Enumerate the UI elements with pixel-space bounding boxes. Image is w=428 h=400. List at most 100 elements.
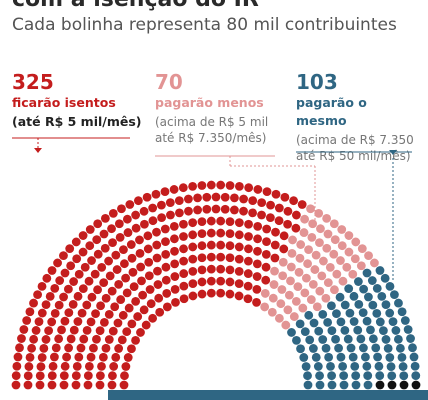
seat-dot	[111, 250, 121, 260]
seat-dot	[108, 326, 118, 336]
seat-dot	[387, 380, 397, 390]
seat-dot	[329, 249, 339, 259]
seat-dot	[262, 187, 272, 197]
seat-dot	[351, 371, 361, 381]
seat-dot	[97, 361, 106, 371]
seat-dot	[295, 319, 305, 329]
seat-dot	[253, 221, 263, 231]
seat-dot	[253, 246, 262, 256]
seat-dot	[216, 276, 226, 286]
seat-dot	[243, 256, 253, 266]
seat-dot	[260, 289, 270, 298]
seat-dot	[127, 253, 137, 263]
seat-dot	[330, 285, 339, 295]
seat-dot	[93, 219, 103, 229]
seat-dot	[99, 278, 109, 287]
seat-dot	[86, 317, 96, 327]
seat-dot	[151, 189, 161, 199]
seat-dot	[53, 258, 62, 268]
seat-dot	[73, 317, 83, 326]
seat-dot	[188, 266, 198, 276]
seat-dot	[315, 238, 324, 248]
seat-dot	[55, 276, 65, 285]
seat-dot	[29, 334, 39, 344]
seat-dot	[153, 280, 163, 289]
seat-dot	[327, 301, 336, 311]
seat-dot	[140, 219, 149, 229]
seat-dot	[284, 290, 294, 300]
seat-dot	[143, 231, 153, 241]
seat-dot	[123, 228, 133, 237]
seat-dot	[234, 254, 244, 264]
seat-dot	[71, 371, 81, 381]
seat-dot	[33, 290, 42, 300]
seat-dot	[289, 196, 299, 206]
seat-dot	[193, 193, 202, 203]
seat-dot	[315, 380, 325, 390]
seat-dot	[12, 361, 22, 371]
seat-dot	[225, 289, 235, 299]
seat-dot	[175, 208, 184, 218]
seat-dot	[274, 216, 284, 226]
seat-dot	[300, 327, 310, 337]
seat-dot	[104, 256, 113, 266]
seat-dot	[216, 288, 226, 298]
seat-dot	[64, 308, 74, 318]
seat-dot	[50, 283, 60, 293]
seat-dot	[336, 352, 346, 362]
seat-dot	[131, 210, 141, 220]
seat-dot	[387, 371, 397, 381]
seat-dot	[372, 309, 382, 318]
seat-dot	[59, 292, 68, 302]
seat-dot	[35, 380, 45, 390]
seat-dot	[109, 362, 119, 371]
seat-dot	[117, 204, 126, 214]
seat-dot	[105, 271, 115, 281]
seat-dot	[216, 252, 226, 262]
seat-dot	[359, 284, 369, 294]
seat-dot	[188, 242, 198, 252]
seat-dot	[42, 273, 52, 283]
seat-dot	[268, 293, 278, 303]
seat-dot	[271, 189, 281, 199]
seat-dot	[108, 208, 118, 218]
seat-dot	[270, 253, 280, 263]
seat-dot	[107, 224, 116, 234]
seat-dot	[101, 343, 111, 353]
seat-dot	[78, 231, 88, 240]
seat-dot	[107, 286, 117, 296]
seat-dot	[125, 200, 135, 209]
seat-dot	[66, 334, 76, 344]
seat-dot	[174, 196, 184, 206]
seat-dot	[133, 196, 143, 206]
seat-dot	[95, 380, 105, 390]
seat-dot	[338, 361, 348, 371]
seat-dot	[286, 262, 296, 272]
seat-dot	[309, 318, 319, 328]
seat-dot	[323, 229, 333, 239]
seat-dot	[76, 343, 86, 353]
seat-dot	[121, 273, 131, 283]
seat-dot	[148, 216, 158, 226]
seat-dot	[127, 319, 137, 329]
seat-dot	[279, 231, 289, 241]
group-description: (até R$ 5 mil/mês)	[12, 114, 142, 129]
seat-dot	[380, 273, 390, 283]
seat-dot	[364, 292, 373, 302]
seat-dot	[225, 265, 235, 275]
seat-dot	[321, 343, 331, 353]
seat-dot	[350, 254, 360, 264]
seat-dot	[260, 302, 270, 312]
seat-dot	[131, 223, 141, 233]
seat-dot	[225, 253, 235, 263]
seat-dot	[357, 244, 367, 254]
seat-dot	[188, 254, 198, 264]
seat-dot	[340, 325, 350, 335]
seat-dot	[372, 283, 382, 293]
seat-dot	[60, 316, 70, 326]
seat-dot	[349, 291, 359, 301]
seat-dot	[308, 219, 318, 229]
seat-dot	[362, 316, 372, 326]
seat-dot	[398, 362, 408, 371]
seat-dot	[197, 181, 207, 190]
